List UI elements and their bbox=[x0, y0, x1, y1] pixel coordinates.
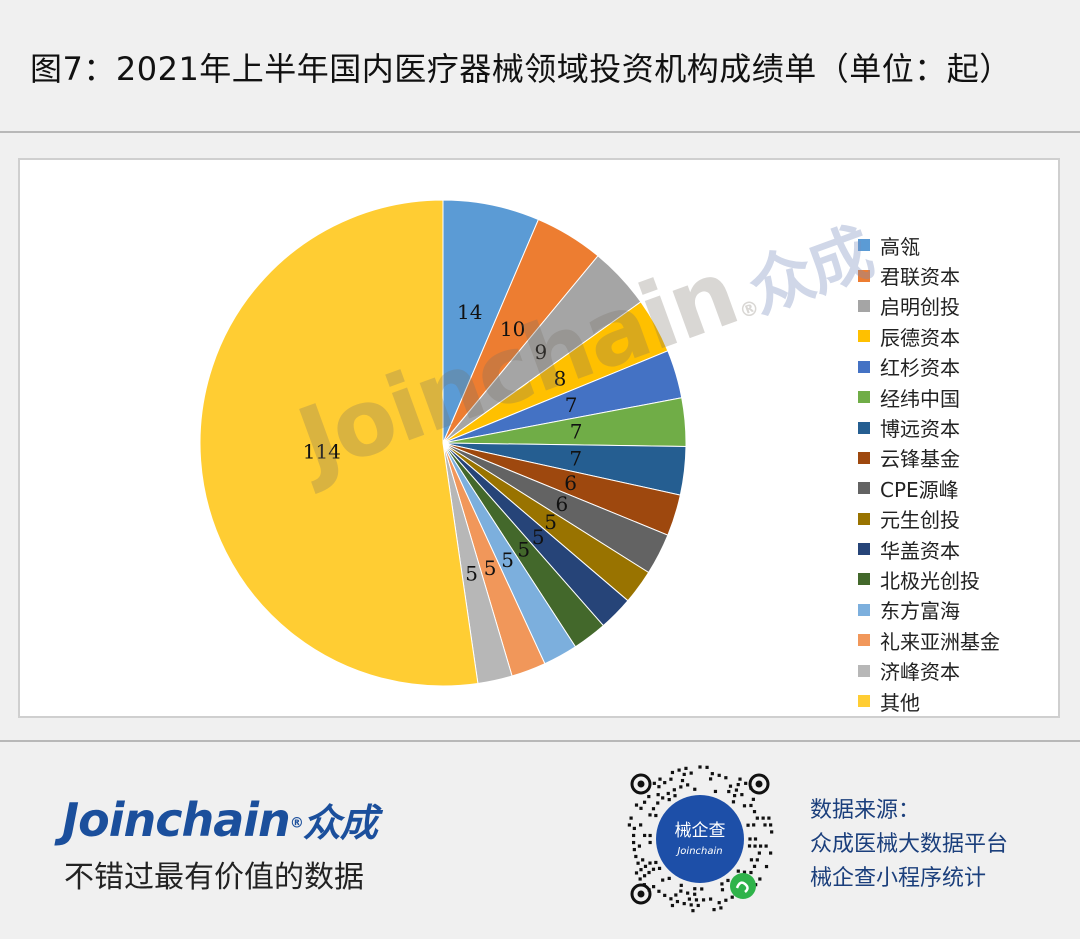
data-label-12: 5 bbox=[517, 538, 530, 562]
legend-label: 启明创投 bbox=[880, 295, 960, 320]
legend-swatch bbox=[858, 512, 870, 525]
data-label-3: 9 bbox=[534, 340, 547, 364]
legend-item-13: 东方富海 bbox=[858, 595, 1038, 625]
legend-label: 红杉资本 bbox=[880, 356, 960, 381]
legend-item-2: 君联资本 bbox=[858, 260, 1038, 290]
legend-item-11: 华盖资本 bbox=[858, 534, 1038, 564]
slogan: 不错过最有价值的数据 bbox=[64, 860, 364, 895]
data-label-4: 8 bbox=[554, 366, 567, 390]
source-line-3: 械企查小程序统计 bbox=[810, 866, 987, 891]
legend-item-3: 启明创投 bbox=[858, 291, 1038, 321]
legend-swatch bbox=[858, 299, 870, 312]
legend-swatch bbox=[858, 269, 870, 282]
data-label-14: 5 bbox=[484, 556, 497, 580]
legend-item-6: 经纬中国 bbox=[858, 382, 1038, 412]
legend-swatch bbox=[858, 239, 870, 252]
data-label-10: 5 bbox=[544, 510, 557, 534]
page-title: 图7：2021年上半年国内医疗器械领域投资机构成绩单（单位：起） bbox=[30, 50, 1012, 88]
legend-label: 经纬中国 bbox=[880, 386, 960, 411]
legend-label: 北极光创投 bbox=[880, 568, 980, 593]
data-label-5: 7 bbox=[565, 393, 578, 417]
legend-label: 华盖资本 bbox=[880, 538, 960, 563]
legend-label: 元生创投 bbox=[880, 508, 960, 533]
legend-swatch bbox=[858, 391, 870, 404]
legend-item-5: 红杉资本 bbox=[858, 352, 1038, 382]
data-label-11: 5 bbox=[532, 525, 545, 549]
legend-label: 济峰资本 bbox=[880, 660, 960, 685]
legend-swatch bbox=[858, 360, 870, 373]
legend-label: 君联资本 bbox=[880, 265, 960, 290]
data-label-16: 114 bbox=[303, 440, 341, 464]
legend-label: 高瓴 bbox=[880, 234, 920, 259]
legend-label: 其他 bbox=[880, 690, 920, 715]
legend-swatch bbox=[858, 634, 870, 647]
legend-item-8: 云锋基金 bbox=[858, 443, 1038, 473]
legend-item-1: 高瓴 bbox=[858, 230, 1038, 260]
data-label-2: 10 bbox=[500, 317, 525, 341]
legend-label: 博远资本 bbox=[880, 417, 960, 442]
legend-swatch bbox=[858, 543, 870, 556]
data-label-1: 14 bbox=[457, 300, 482, 324]
data-source: 数据来源： 众成医械大数据平台 械企查小程序统计 bbox=[810, 794, 1008, 896]
footer: Joinchain®众成 不错过最有价值的数据 械企查 Joinchain 数据… bbox=[0, 740, 1080, 939]
data-label-8: 6 bbox=[564, 471, 577, 495]
legend-label: CPE源峰 bbox=[880, 477, 959, 502]
title-bar: 图7：2021年上半年国内医疗器械领域投资机构成绩单（单位：起） bbox=[0, 0, 1080, 133]
source-line-2: 众成医械大数据平台 bbox=[810, 832, 1009, 857]
data-label-15: 5 bbox=[465, 562, 478, 586]
legend-label: 东方富海 bbox=[880, 599, 960, 624]
legend-item-12: 北极光创投 bbox=[858, 564, 1038, 594]
pie-slice-16 bbox=[199, 199, 479, 687]
legend-swatch bbox=[858, 421, 870, 434]
data-label-7: 7 bbox=[569, 446, 582, 470]
legend-swatch bbox=[858, 573, 870, 586]
legend-swatch bbox=[858, 603, 870, 616]
data-label-6: 7 bbox=[570, 419, 583, 443]
legend-swatch bbox=[858, 695, 870, 708]
qr-label: 械企查 bbox=[675, 821, 726, 841]
legend-item-4: 辰德资本 bbox=[858, 321, 1038, 351]
mini-program-icon bbox=[735, 881, 749, 893]
qr-sub: Joinchain bbox=[675, 846, 722, 857]
qr-code-icon[interactable]: 械企查 Joinchain bbox=[625, 764, 775, 914]
legend-label: 辰德资本 bbox=[880, 325, 960, 350]
legend-label: 云锋基金 bbox=[880, 447, 960, 472]
legend-swatch bbox=[858, 330, 870, 343]
legend-item-7: 博远资本 bbox=[858, 412, 1038, 442]
data-label-9: 6 bbox=[555, 492, 568, 516]
legend-item-16: 其他 bbox=[858, 686, 1038, 716]
legend-swatch bbox=[858, 664, 870, 677]
brand-name: Joinchain bbox=[62, 793, 291, 847]
chart-card: 14 10 9 8 7 7 7 6 6 5 5 5 5 5 5 114 高瓴 君联资本 启明创投 辰德资本 红杉资本经… bbox=[18, 158, 1060, 718]
legend-item-9: CPE源峰 bbox=[858, 473, 1038, 503]
source-line-1: 数据来源： bbox=[810, 798, 921, 823]
brand-cn: 众成 bbox=[302, 801, 378, 845]
legend-swatch bbox=[858, 482, 870, 495]
legend-label: 礼来亚洲基金 bbox=[880, 629, 1000, 654]
brand-reg-mark: ® bbox=[289, 815, 304, 832]
legend-item-15: 济峰资本 bbox=[858, 655, 1038, 685]
legend-item-14: 礼来亚洲基金 bbox=[858, 625, 1038, 655]
legend-item-10: 元生创投 bbox=[858, 504, 1038, 534]
data-label-13: 5 bbox=[501, 548, 514, 572]
chart-legend: 高瓴君联资本启明创投辰德资本红杉资本经纬中国博远资本云锋基金 CPE源峰元生创投华… bbox=[858, 230, 1038, 716]
brand-logo: Joinchain®众成 bbox=[62, 792, 378, 847]
legend-swatch bbox=[858, 451, 870, 464]
